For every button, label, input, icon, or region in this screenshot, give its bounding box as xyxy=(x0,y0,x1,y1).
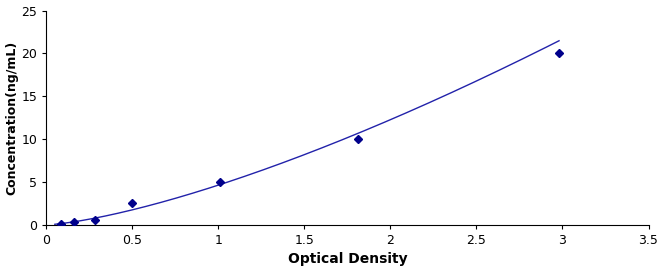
X-axis label: Optical Density: Optical Density xyxy=(288,252,407,267)
Y-axis label: Concentration(ng/mL): Concentration(ng/mL) xyxy=(5,41,19,195)
